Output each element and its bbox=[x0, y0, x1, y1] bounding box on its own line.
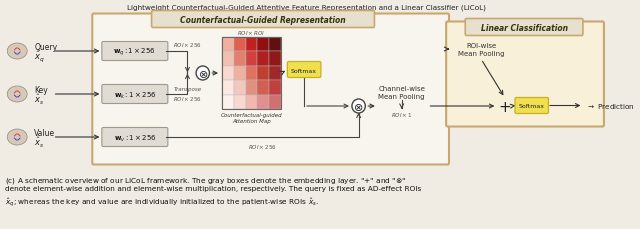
Text: $\otimes$: $\otimes$ bbox=[353, 101, 364, 112]
Text: $ROI \times 256$: $ROI \times 256$ bbox=[173, 95, 202, 103]
Text: $\otimes$: $\otimes$ bbox=[198, 69, 208, 80]
Text: Transpose: Transpose bbox=[173, 86, 202, 91]
Text: Lightweight Counterfactual-Guided Attentive Feature Representation and a Linear : Lightweight Counterfactual-Guided Attent… bbox=[127, 4, 486, 11]
Text: Channel-wise
Mean Pooling: Channel-wise Mean Pooling bbox=[378, 86, 425, 99]
Text: $ROI \times 256$: $ROI \times 256$ bbox=[173, 41, 202, 49]
Text: $ROI \times ROI$: $ROI \times ROI$ bbox=[237, 29, 266, 37]
Bar bbox=[246, 52, 257, 66]
Ellipse shape bbox=[7, 44, 27, 60]
Bar bbox=[257, 81, 269, 95]
Ellipse shape bbox=[7, 87, 27, 103]
Text: $\hat{x}_q$; whereas the key and value are individually initialized to the patie: $\hat{x}_q$; whereas the key and value a… bbox=[4, 195, 319, 208]
FancyBboxPatch shape bbox=[465, 19, 583, 36]
Text: Softmax: Softmax bbox=[519, 104, 545, 109]
Text: $ROI \times 256$: $ROI \times 256$ bbox=[248, 142, 277, 150]
Bar bbox=[222, 38, 281, 109]
Bar bbox=[257, 52, 269, 66]
Text: $+$: $+$ bbox=[499, 99, 511, 114]
Text: (c) A schematic overview of our LiCoL framework. The gray boxes denote the embed: (c) A schematic overview of our LiCoL fr… bbox=[4, 175, 406, 185]
Text: Query: Query bbox=[35, 42, 58, 51]
FancyBboxPatch shape bbox=[446, 22, 604, 127]
Bar bbox=[269, 38, 281, 52]
Text: Counterfactual-guided
Attention Map: Counterfactual-guided Attention Map bbox=[221, 112, 282, 124]
Bar bbox=[234, 81, 246, 95]
FancyBboxPatch shape bbox=[515, 98, 548, 114]
Text: Counterfactual-Guided Representation: Counterfactual-Guided Representation bbox=[180, 16, 346, 25]
Bar bbox=[222, 38, 234, 52]
Bar bbox=[246, 95, 257, 109]
FancyBboxPatch shape bbox=[102, 85, 168, 104]
Bar bbox=[246, 66, 257, 81]
Bar bbox=[234, 52, 246, 66]
Text: Key: Key bbox=[35, 85, 48, 94]
Bar bbox=[246, 81, 257, 95]
Bar bbox=[269, 95, 281, 109]
Text: $\hat{x}_s$: $\hat{x}_s$ bbox=[35, 135, 45, 149]
Bar bbox=[234, 95, 246, 109]
Text: ROI-wise
Mean Pooling: ROI-wise Mean Pooling bbox=[458, 43, 504, 57]
Circle shape bbox=[196, 67, 209, 81]
FancyBboxPatch shape bbox=[102, 128, 168, 147]
Bar bbox=[257, 66, 269, 81]
Text: $\mathbf{w}_q : 1 \times 256$: $\mathbf{w}_q : 1 \times 256$ bbox=[113, 46, 156, 58]
FancyBboxPatch shape bbox=[102, 42, 168, 61]
Text: $\mathbf{w}_v : 1 \times 256$: $\mathbf{w}_v : 1 \times 256$ bbox=[113, 133, 156, 143]
Bar bbox=[246, 38, 257, 52]
Ellipse shape bbox=[7, 129, 27, 145]
Text: Softmax: Softmax bbox=[291, 68, 317, 73]
Bar bbox=[222, 52, 234, 66]
Bar bbox=[269, 66, 281, 81]
Bar bbox=[0, 10, 612, 171]
Text: $\rightarrow$ Prediction: $\rightarrow$ Prediction bbox=[586, 101, 635, 111]
Bar bbox=[222, 95, 234, 109]
Circle shape bbox=[352, 100, 365, 114]
Text: Value: Value bbox=[35, 128, 56, 137]
Bar bbox=[257, 38, 269, 52]
Text: $ROI \times 1$: $ROI \times 1$ bbox=[391, 111, 412, 118]
Bar bbox=[222, 81, 234, 95]
Bar bbox=[269, 52, 281, 66]
Text: Linear Classification: Linear Classification bbox=[481, 24, 568, 33]
Text: $\hat{x}_q$: $\hat{x}_q$ bbox=[35, 49, 45, 64]
FancyBboxPatch shape bbox=[92, 14, 449, 165]
Bar bbox=[234, 66, 246, 81]
Text: $\hat{x}_s$: $\hat{x}_s$ bbox=[35, 93, 45, 106]
Bar bbox=[257, 95, 269, 109]
FancyBboxPatch shape bbox=[152, 11, 374, 28]
Text: $\mathbf{w}_k : 1 \times 256$: $\mathbf{w}_k : 1 \times 256$ bbox=[113, 90, 156, 100]
FancyBboxPatch shape bbox=[287, 62, 321, 78]
Bar bbox=[234, 38, 246, 52]
Bar bbox=[222, 66, 234, 81]
Bar bbox=[269, 81, 281, 95]
Text: denote element-wise addition and element-wise multiplication, respectively. The : denote element-wise addition and element… bbox=[4, 185, 421, 191]
